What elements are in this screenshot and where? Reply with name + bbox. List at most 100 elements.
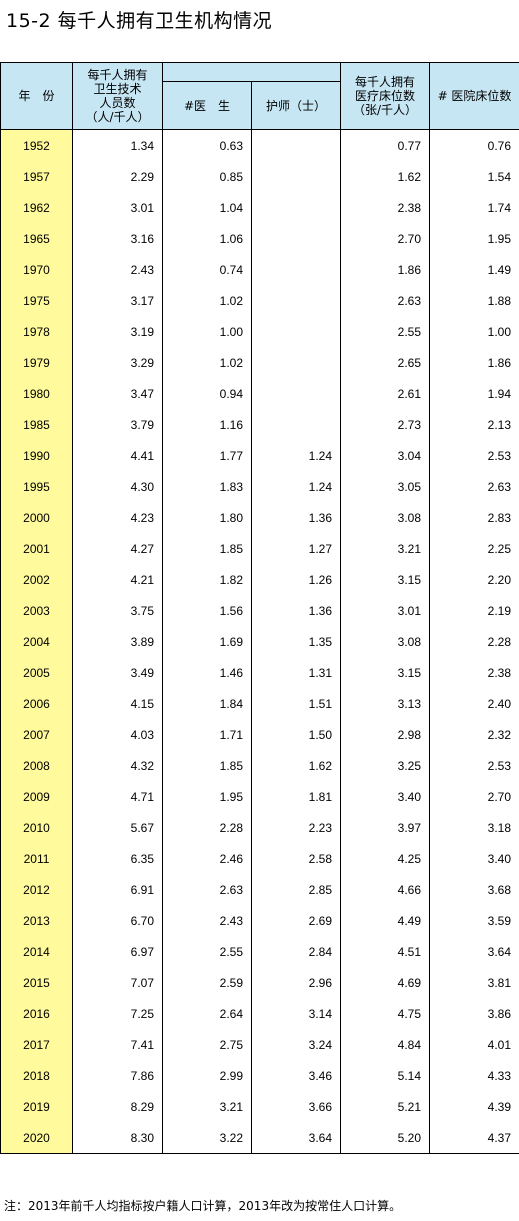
table-row: 2003 3.75 1.56 1.36 3.01 2.19 <box>0 595 519 626</box>
hospital-beds-cell: 3.86 <box>429 998 519 1029</box>
year-cell: 2010 <box>0 812 73 843</box>
hospital-beds-cell: 1.95 <box>429 223 519 254</box>
year-cell: 1995 <box>0 471 73 502</box>
nurse-cell: 2.23 <box>251 812 341 843</box>
year-cell: 2020 <box>0 1122 73 1154</box>
tech-staff-cell: 1.34 <box>72 129 163 161</box>
doctor-cell: 1.69 <box>162 626 252 657</box>
year-cell: 1970 <box>0 254 73 285</box>
beds-cell: 3.05 <box>340 471 430 502</box>
table-row: 1970 2.43 0.74 1.86 1.49 <box>0 254 519 285</box>
year-cell: 1957 <box>0 161 73 192</box>
beds-cell: 2.61 <box>340 378 430 409</box>
year-cell: 2005 <box>0 657 73 688</box>
nurse-cell: 1.36 <box>251 595 341 626</box>
header-doctor: #医 生 <box>162 81 252 130</box>
table-row: 1962 3.01 1.04 2.38 1.74 <box>0 192 519 223</box>
nurse-cell: 1.27 <box>251 533 341 564</box>
beds-cell: 2.63 <box>340 285 430 316</box>
nurse-cell: 1.62 <box>251 750 341 781</box>
beds-cell: 3.13 <box>340 688 430 719</box>
table-row: 1978 3.19 1.00 2.55 1.00 <box>0 316 519 347</box>
health-table: 年 份 每千人拥有 卫生技术 人员数 （人/千人） 每千人拥有 医疗床位数 （张… <box>0 62 519 1154</box>
header-hospital-beds: # 医院床位数 <box>429 62 519 130</box>
tech-staff-cell: 7.25 <box>72 998 163 1029</box>
beds-cell: 4.25 <box>340 843 430 874</box>
beds-cell: 2.70 <box>340 223 430 254</box>
footnote: 注：2013年前千人均指标按户籍人口计算，2013年改为按常住人口计算。 <box>4 1199 402 1213</box>
tech-staff-cell: 4.03 <box>72 719 163 750</box>
table-row: 2013 6.70 2.43 2.69 4.49 3.59 <box>0 905 519 936</box>
year-cell: 2008 <box>0 750 73 781</box>
nurse-cell: 2.69 <box>251 905 341 936</box>
table-row: 2018 7.86 2.99 3.46 5.14 4.33 <box>0 1060 519 1091</box>
year-cell: 1985 <box>0 409 73 440</box>
nurse-cell: 1.35 <box>251 626 341 657</box>
doctor-cell: 1.71 <box>162 719 252 750</box>
doctor-cell: 1.04 <box>162 192 252 223</box>
year-cell: 1975 <box>0 285 73 316</box>
tech-staff-cell: 2.43 <box>72 254 163 285</box>
doctor-cell: 1.85 <box>162 750 252 781</box>
table-row: 2015 7.07 2.59 2.96 4.69 3.81 <box>0 967 519 998</box>
nurse-cell: 1.50 <box>251 719 341 750</box>
doctor-cell: 0.74 <box>162 254 252 285</box>
hospital-beds-cell: 4.01 <box>429 1029 519 1060</box>
nurse-cell <box>251 347 341 378</box>
tech-staff-cell: 3.75 <box>72 595 163 626</box>
table-row: 1965 3.16 1.06 2.70 1.95 <box>0 223 519 254</box>
doctor-cell: 2.63 <box>162 874 252 905</box>
table-row: 1995 4.30 1.83 1.24 3.05 2.63 <box>0 471 519 502</box>
doctor-cell: 0.85 <box>162 161 252 192</box>
doctor-cell: 1.56 <box>162 595 252 626</box>
hospital-beds-cell: 1.88 <box>429 285 519 316</box>
table-row: 2016 7.25 2.64 3.14 4.75 3.86 <box>0 998 519 1029</box>
table-row: 2005 3.49 1.46 1.31 3.15 2.38 <box>0 657 519 688</box>
hospital-beds-cell: 3.64 <box>429 936 519 967</box>
nurse-cell: 3.46 <box>251 1060 341 1091</box>
tech-staff-cell: 6.70 <box>72 905 163 936</box>
year-cell: 2015 <box>0 967 73 998</box>
hospital-beds-cell: 2.32 <box>429 719 519 750</box>
hospital-beds-cell: 2.20 <box>429 564 519 595</box>
tech-staff-cell: 3.17 <box>72 285 163 316</box>
doctor-cell: 1.02 <box>162 285 252 316</box>
nurse-cell: 1.81 <box>251 781 341 812</box>
hospital-beds-cell: 2.53 <box>429 750 519 781</box>
year-cell: 2003 <box>0 595 73 626</box>
beds-cell: 4.69 <box>340 967 430 998</box>
table-row: 1979 3.29 1.02 2.65 1.86 <box>0 347 519 378</box>
beds-cell: 2.38 <box>340 192 430 223</box>
beds-cell: 3.08 <box>340 626 430 657</box>
tech-staff-cell: 4.27 <box>72 533 163 564</box>
doctor-cell: 1.06 <box>162 223 252 254</box>
beds-cell: 2.73 <box>340 409 430 440</box>
table-row: 2017 7.41 2.75 3.24 4.84 4.01 <box>0 1029 519 1060</box>
beds-cell: 4.49 <box>340 905 430 936</box>
tech-staff-cell: 8.30 <box>72 1122 163 1154</box>
doctor-cell: 1.82 <box>162 564 252 595</box>
nurse-cell: 3.64 <box>251 1122 341 1154</box>
doctor-cell: 1.02 <box>162 347 252 378</box>
hospital-beds-cell: 1.86 <box>429 347 519 378</box>
year-cell: 2019 <box>0 1091 73 1122</box>
beds-cell: 3.08 <box>340 502 430 533</box>
nurse-cell: 2.96 <box>251 967 341 998</box>
hospital-beds-cell: 2.19 <box>429 595 519 626</box>
nurse-cell: 3.14 <box>251 998 341 1029</box>
year-cell: 2011 <box>0 843 73 874</box>
year-cell: 2004 <box>0 626 73 657</box>
beds-cell: 3.04 <box>340 440 430 471</box>
hospital-beds-cell: 2.25 <box>429 533 519 564</box>
year-cell: 2018 <box>0 1060 73 1091</box>
tech-staff-cell: 3.16 <box>72 223 163 254</box>
table-header: 年 份 每千人拥有 卫生技术 人员数 （人/千人） 每千人拥有 医疗床位数 （张… <box>0 62 519 130</box>
tech-staff-cell: 6.97 <box>72 936 163 967</box>
year-cell: 2014 <box>0 936 73 967</box>
doctor-cell: 1.77 <box>162 440 252 471</box>
year-cell: 2012 <box>0 874 73 905</box>
beds-cell: 5.21 <box>340 1091 430 1122</box>
hospital-beds-cell: 3.81 <box>429 967 519 998</box>
beds-cell: 0.77 <box>340 129 430 161</box>
nurse-cell: 1.31 <box>251 657 341 688</box>
